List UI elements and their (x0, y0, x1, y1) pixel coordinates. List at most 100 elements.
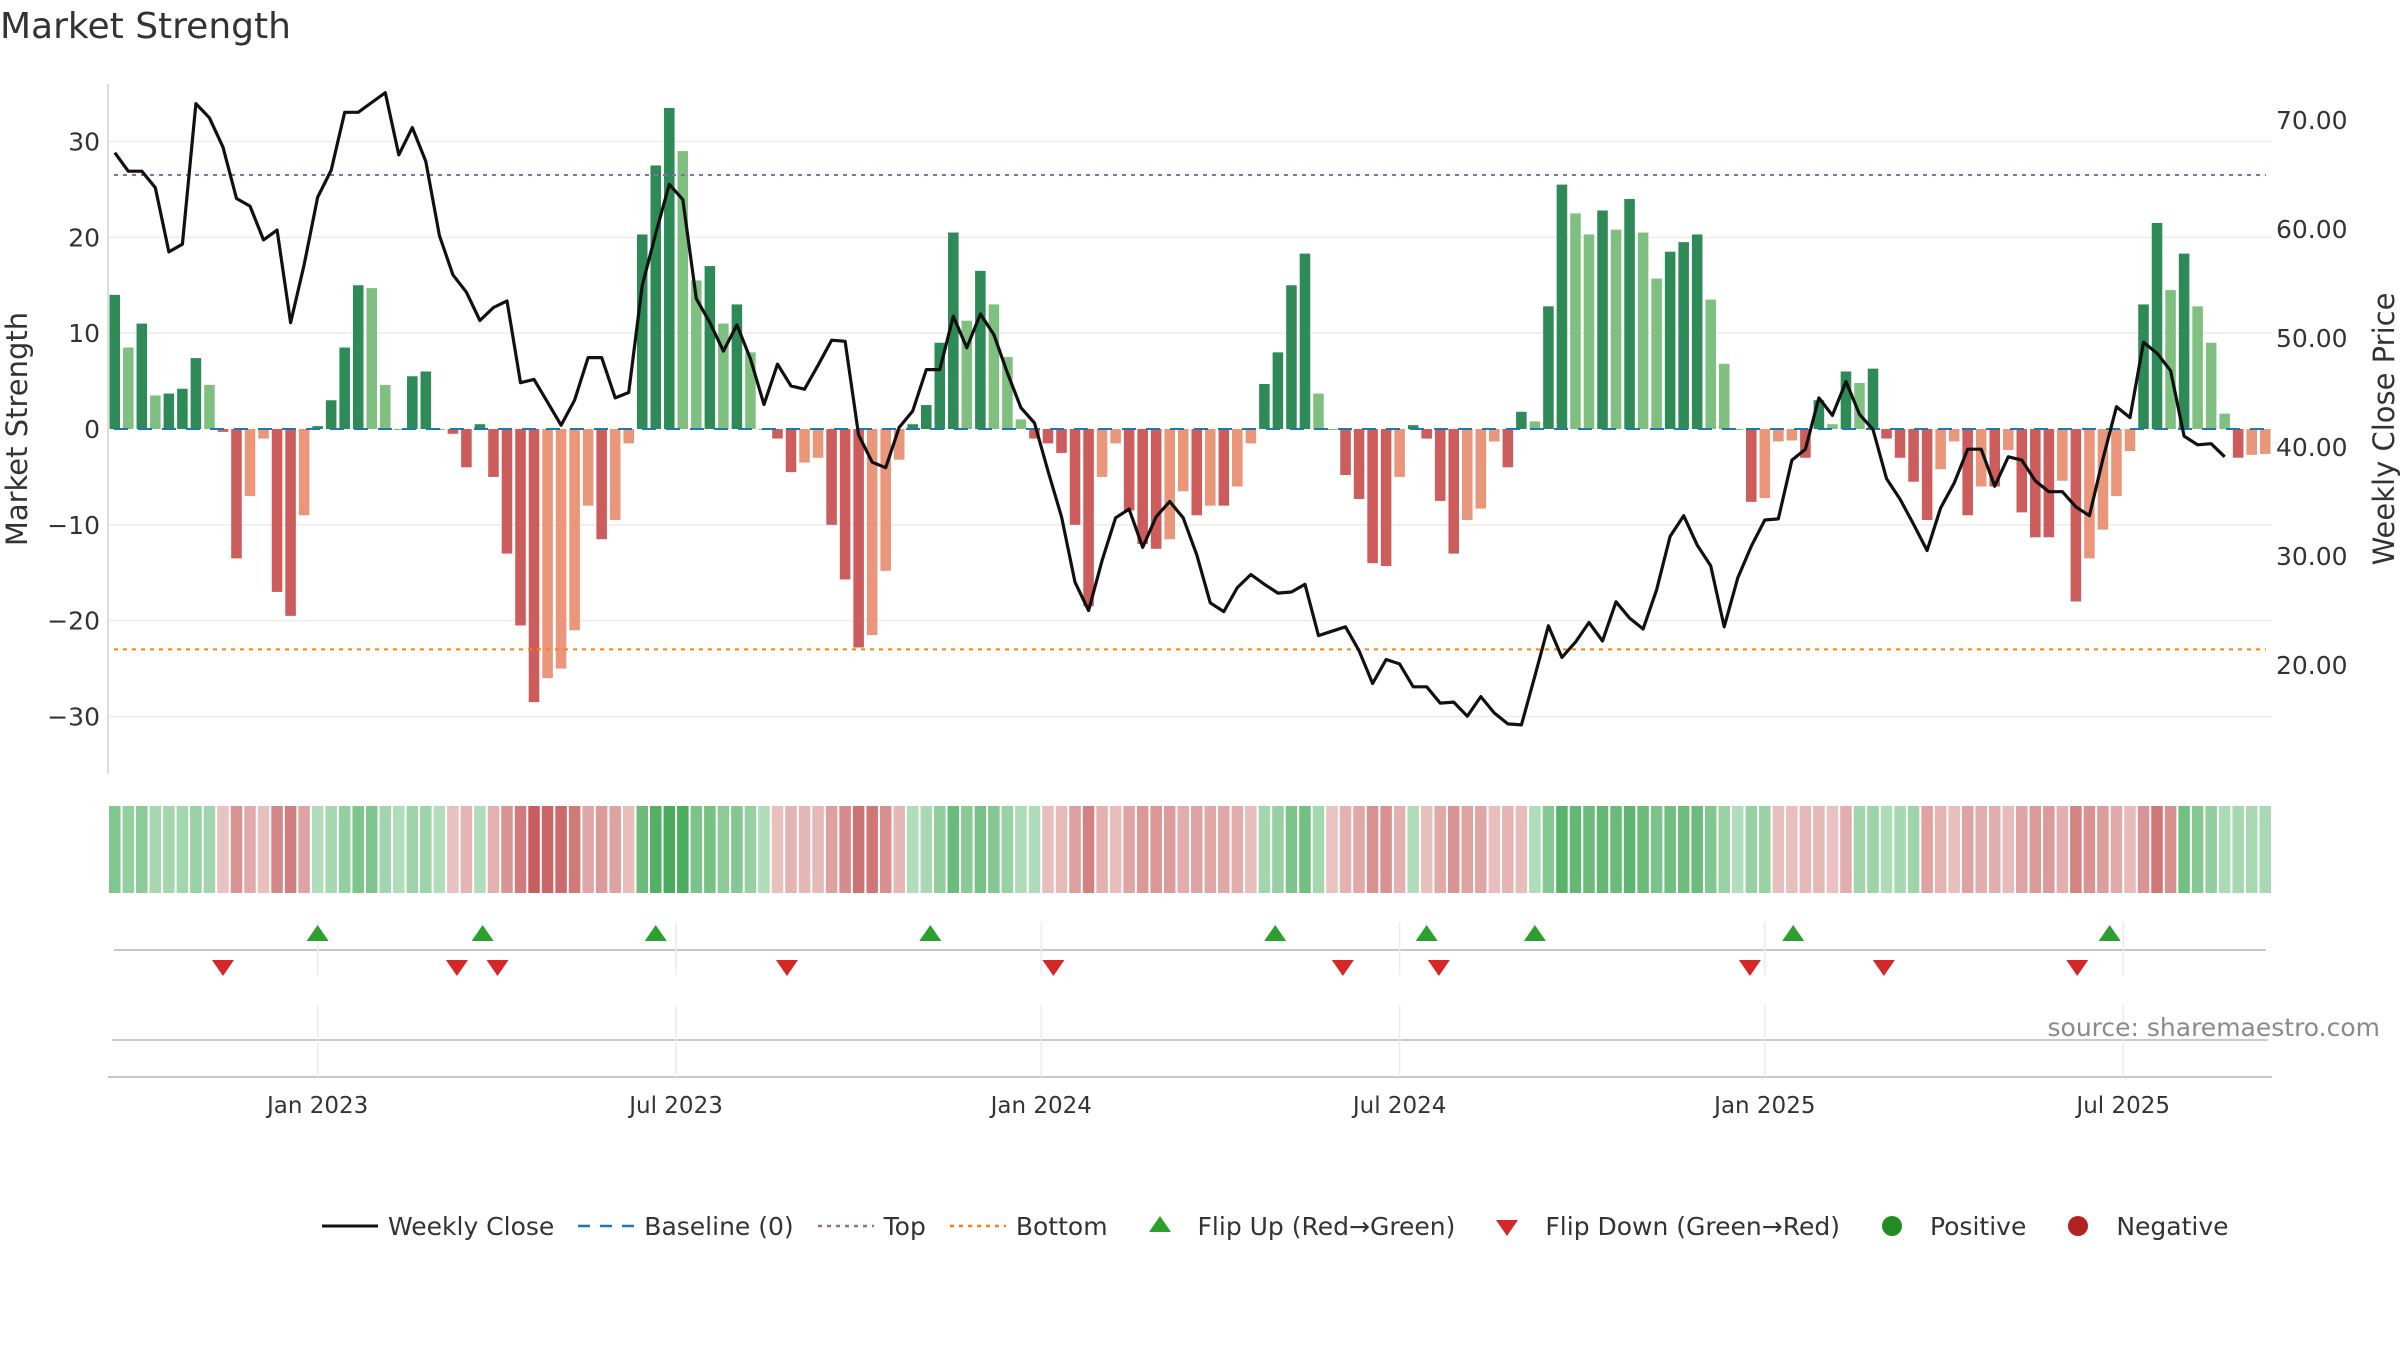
regime-cell (1461, 806, 1474, 893)
strength-bar (2192, 306, 2203, 429)
y-tick-label-right: 50.00 (2276, 324, 2348, 353)
y-axis-label-right: Weekly Close Price (2367, 293, 2400, 566)
strength-bar (2057, 429, 2068, 481)
strength-bar (920, 405, 932, 429)
strength-bar (447, 429, 459, 434)
regime-cell (1082, 806, 1095, 893)
strength-bar (1191, 429, 1203, 516)
strength-bar (1096, 429, 1108, 477)
x-tick-label: Jul 2025 (2074, 1093, 2170, 1119)
strength-bar (1759, 429, 1771, 498)
strength-bar (772, 429, 783, 439)
strength-bar (2246, 429, 2257, 455)
strength-bar (1259, 383, 1270, 429)
regime-cell (203, 806, 216, 893)
regime-cell (839, 806, 851, 893)
regime-cell (352, 806, 364, 893)
regime-cell (2178, 806, 2190, 893)
legend-symbol-flip_down (1475, 1211, 1539, 1241)
strength-bar (1543, 306, 1554, 429)
strength-bar (1489, 429, 1500, 442)
strength-bar (1407, 425, 1419, 429)
regime-cell (420, 806, 432, 893)
regime-cell (1434, 806, 1446, 893)
x-tick-label: Jan 2024 (989, 1093, 1092, 1119)
regime-cell (1407, 806, 1419, 893)
legend-item-flip_down[interactable]: Flip Down (Green→Red) (1475, 1211, 1840, 1241)
regime-cell (1285, 806, 1298, 893)
strength-bar (1529, 421, 1541, 429)
regime-cell (284, 806, 297, 893)
regime-cell (1691, 806, 1703, 893)
legend-item-top[interactable]: Top (814, 1211, 926, 1241)
regime-cell (893, 806, 905, 893)
strength-bar (1083, 429, 1094, 607)
legend-item-flip_up[interactable]: Flip Up (Red→Green) (1128, 1211, 1455, 1241)
legend-item-negative[interactable]: Negative (2046, 1211, 2229, 1241)
legend-item-positive[interactable]: Positive (1860, 1211, 2026, 1241)
strength-bar (1732, 429, 1744, 430)
strength-bar (745, 352, 756, 429)
strength-bar (177, 388, 188, 429)
regime-cell (2016, 806, 2028, 893)
strength-bar (163, 393, 175, 429)
legend-item-bottom[interactable]: Bottom (946, 1211, 1108, 1241)
strength-bar (2111, 429, 2122, 497)
strength-bar (569, 429, 580, 631)
strength-bar (826, 429, 837, 525)
chart-title: Market Strength (0, 6, 291, 47)
regime-cell (1231, 806, 1244, 893)
flip-down-marker (1331, 960, 1354, 976)
regime-cell (825, 806, 838, 893)
regime-cell (988, 806, 1000, 893)
legend-label-flip_down: Flip Down (Green→Red) (1545, 1211, 1840, 1241)
flip-up-marker (1523, 925, 1546, 941)
flip-down-marker (445, 960, 468, 976)
legend-item-close[interactable]: Weekly Close (318, 1211, 554, 1241)
strength-bar (1042, 429, 1054, 444)
regime-cell (906, 806, 919, 893)
regime-cell (1556, 806, 1568, 893)
strength-bar (1177, 429, 1189, 492)
strength-bar (461, 429, 472, 468)
strength-bar (1975, 429, 1987, 487)
regime-cell (149, 806, 162, 893)
regime-cell (690, 806, 703, 893)
strength-bar (123, 347, 134, 429)
legend-item-baseline[interactable]: Baseline (0) (574, 1211, 794, 1241)
strength-bar (1205, 429, 1216, 506)
regime-cell (460, 806, 473, 893)
strength-bar (1150, 429, 1162, 549)
regime-cell (1488, 806, 1501, 893)
x-tick-label: Jul 2024 (1351, 1093, 1447, 1119)
strength-bar (691, 280, 702, 429)
strength-bar (1570, 213, 1581, 429)
strength-bar (325, 400, 337, 429)
strength-bar (1962, 429, 1973, 516)
regime-cell (677, 806, 689, 893)
strength-bar (1232, 429, 1243, 487)
strength-bar (515, 429, 526, 626)
strength-bar (961, 320, 973, 429)
regime-cell (2218, 806, 2231, 893)
regime-cell (1353, 806, 1365, 893)
strength-bar (718, 323, 729, 429)
regime-cell (934, 806, 946, 893)
regime-cell (541, 806, 554, 893)
strength-bar (812, 429, 824, 458)
legend-symbol-bottom (946, 1211, 1010, 1241)
regime-cell (1380, 806, 1392, 893)
strength-bar (1461, 429, 1473, 521)
strength-bar (731, 304, 743, 429)
strength-bar (650, 165, 662, 430)
regime-cell (1623, 806, 1636, 893)
legend-symbol-flip_up (1128, 1211, 1192, 1241)
strength-bar (2043, 429, 2055, 538)
strength-bar (271, 429, 283, 592)
strength-bar (1840, 371, 1852, 429)
regime-cell (2029, 806, 2042, 893)
regime-cell (1961, 806, 1974, 893)
regime-cell (1502, 806, 1514, 893)
regime-cell (1055, 806, 1068, 893)
